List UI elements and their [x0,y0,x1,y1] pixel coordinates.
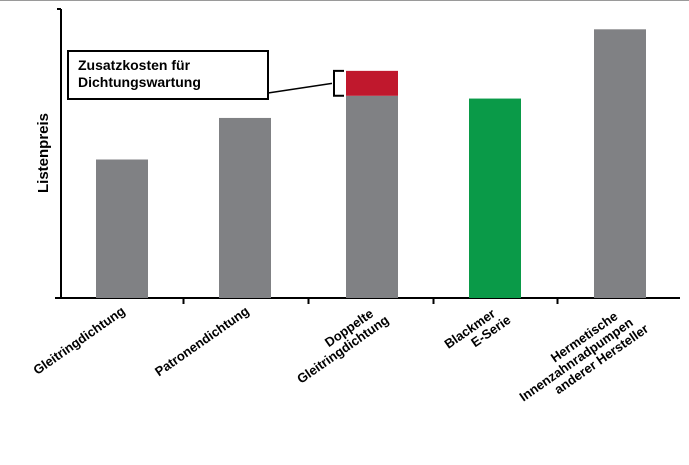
annotation-text-1: Dichtungswartung [78,74,201,90]
bar-addon-2 [346,70,398,96]
annotation-leader [267,82,333,94]
x-tick-label-group-1: Patronendichtung [152,303,252,379]
annotation-text-0: Zusatzkosten für [78,57,191,73]
bar-3 [469,98,521,298]
bar-4 [594,29,646,299]
x-tick-label-0-0: Gleitringdichtung [30,303,127,377]
x-tick-label-4-1: Innenzahnradpumpen [517,315,636,405]
x-tick-label-1-0: Patronendichtung [152,303,252,379]
bar-2 [346,95,398,298]
annotation-bracket [333,69,344,97]
x-tick-label-group-0: Gleitringdichtung [30,303,127,377]
annotation-box [67,50,269,100]
y-axis-label: Listenpreis [35,113,52,193]
bar-0 [96,159,148,298]
bar-1 [219,117,271,298]
